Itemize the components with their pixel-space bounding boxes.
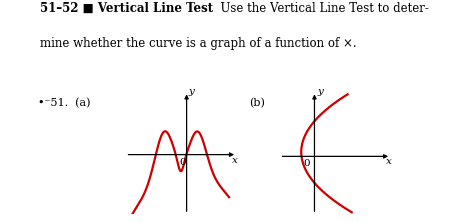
Text: x: x <box>232 156 238 165</box>
Text: y: y <box>189 87 194 96</box>
Text: mine whether the curve is a graph of a function of ×.: mine whether the curve is a graph of a f… <box>40 37 357 50</box>
Text: (b): (b) <box>249 98 264 108</box>
Text: x: x <box>386 157 392 166</box>
Text: •⁻51.  (a): •⁻51. (a) <box>38 98 91 108</box>
Text: 51–52 ■ Vertical Line Test: 51–52 ■ Vertical Line Test <box>40 2 213 15</box>
Text: Use the Vertical Line Test to deter-: Use the Vertical Line Test to deter- <box>213 2 429 15</box>
Text: 0: 0 <box>179 158 186 167</box>
Text: 0: 0 <box>303 159 310 168</box>
Text: y: y <box>317 87 323 96</box>
